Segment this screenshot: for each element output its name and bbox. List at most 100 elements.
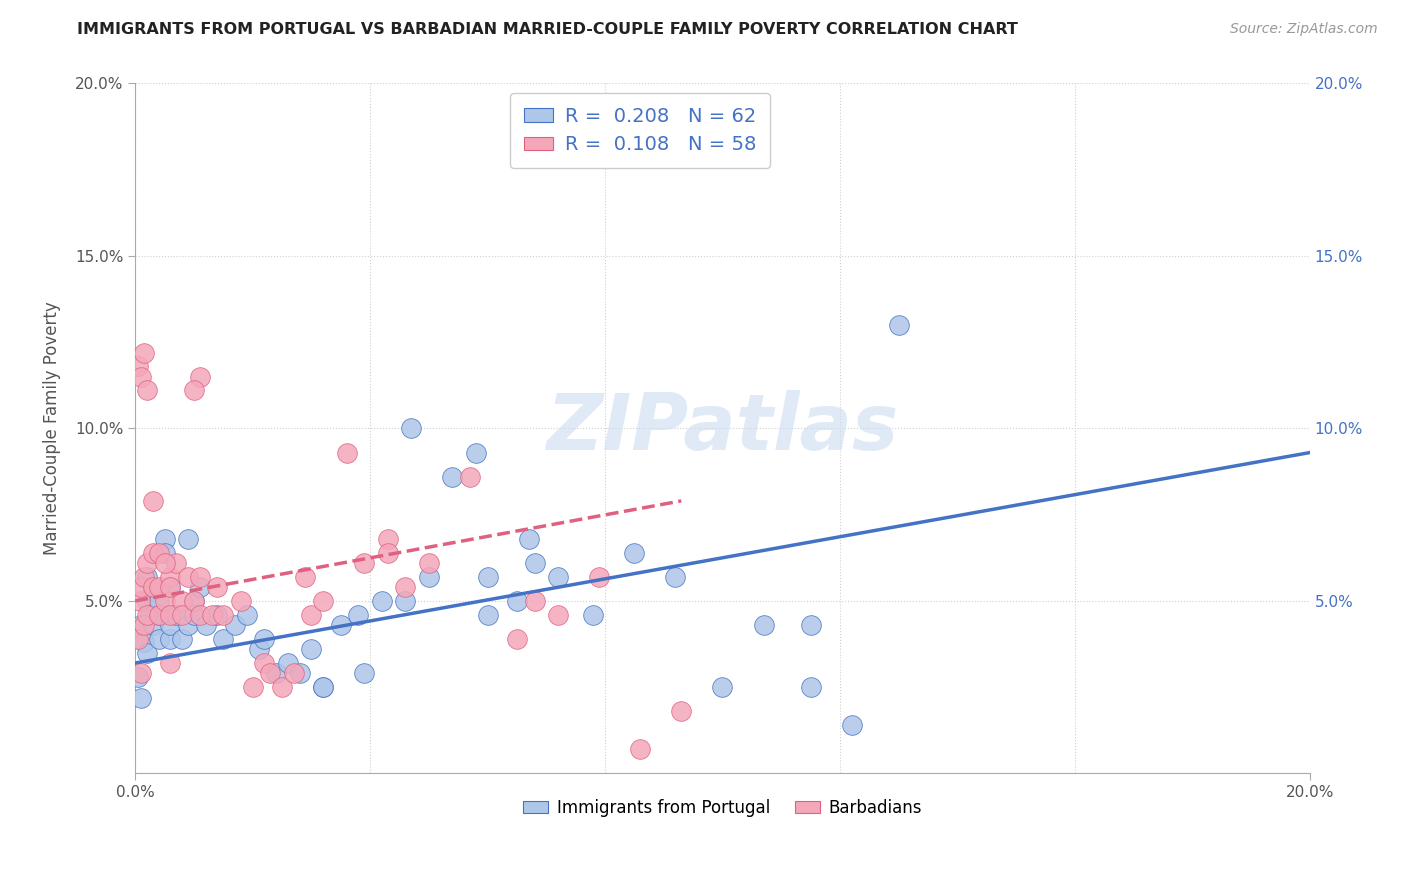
Point	[172, 594, 194, 608]
Point	[418, 556, 440, 570]
Point	[183, 384, 205, 398]
Point	[224, 618, 246, 632]
Text: ZIPatlas: ZIPatlas	[547, 391, 898, 467]
Point	[253, 632, 276, 646]
Point	[142, 580, 165, 594]
Point	[132, 635, 155, 649]
Point	[153, 594, 176, 608]
Point	[159, 570, 181, 584]
Point	[136, 646, 159, 660]
Point	[671, 704, 693, 718]
Point	[377, 546, 399, 560]
Point	[799, 618, 821, 632]
Point	[127, 632, 149, 646]
Point	[159, 607, 181, 622]
Point	[477, 607, 499, 622]
Point	[177, 618, 200, 632]
Point	[183, 594, 205, 608]
Point	[148, 607, 170, 622]
Point	[129, 618, 152, 632]
Point	[136, 607, 159, 622]
Point	[887, 318, 910, 332]
Point	[142, 583, 165, 598]
Point	[139, 607, 162, 622]
Point	[129, 580, 152, 594]
Point	[159, 580, 181, 594]
Point	[165, 556, 187, 570]
Point	[464, 445, 486, 459]
Point	[271, 680, 294, 694]
Point	[136, 570, 159, 584]
Point	[148, 594, 170, 608]
Point	[132, 345, 155, 359]
Point	[148, 546, 170, 560]
Point	[188, 607, 211, 622]
Point	[136, 594, 159, 608]
Point	[136, 556, 159, 570]
Point	[172, 607, 194, 622]
Point	[188, 570, 211, 584]
Point	[236, 607, 259, 622]
Point	[142, 618, 165, 632]
Point	[194, 618, 217, 632]
Point	[329, 618, 352, 632]
Point	[153, 546, 176, 560]
Point	[664, 570, 686, 584]
Point	[207, 607, 229, 622]
Point	[207, 580, 229, 594]
Point	[517, 532, 540, 546]
Point	[477, 570, 499, 584]
Text: Source: ZipAtlas.com: Source: ZipAtlas.com	[1230, 22, 1378, 37]
Point	[299, 642, 322, 657]
Point	[129, 690, 152, 705]
Point	[212, 632, 235, 646]
Point	[588, 570, 610, 584]
Point	[506, 632, 529, 646]
Point	[353, 666, 375, 681]
Point	[371, 594, 394, 608]
Point	[177, 570, 200, 584]
Y-axis label: Married-Couple Family Poverty: Married-Couple Family Poverty	[44, 301, 60, 556]
Point	[129, 666, 152, 681]
Point	[177, 532, 200, 546]
Point	[247, 642, 270, 657]
Point	[132, 618, 155, 632]
Point	[394, 594, 416, 608]
Point	[183, 607, 205, 622]
Point	[623, 546, 645, 560]
Point	[377, 532, 399, 546]
Point	[264, 666, 287, 681]
Point	[523, 556, 546, 570]
Point	[136, 384, 159, 398]
Legend: Immigrants from Portugal, Barbadians: Immigrants from Portugal, Barbadians	[516, 792, 928, 823]
Point	[841, 718, 863, 732]
Point	[153, 556, 176, 570]
Point	[299, 607, 322, 622]
Point	[506, 594, 529, 608]
Point	[132, 570, 155, 584]
Point	[399, 421, 422, 435]
Point	[547, 607, 569, 622]
Point	[148, 580, 170, 594]
Point	[582, 607, 605, 622]
Point	[200, 607, 222, 622]
Point	[312, 680, 335, 694]
Point	[418, 570, 440, 584]
Point	[142, 546, 165, 560]
Point	[127, 359, 149, 374]
Point	[441, 469, 464, 483]
Point	[353, 556, 375, 570]
Point	[288, 666, 311, 681]
Point	[253, 656, 276, 670]
Point	[259, 666, 281, 681]
Point	[458, 469, 481, 483]
Point	[394, 580, 416, 594]
Point	[212, 607, 235, 622]
Point	[188, 580, 211, 594]
Point	[283, 666, 305, 681]
Point	[127, 670, 149, 684]
Point	[242, 680, 264, 694]
Point	[183, 594, 205, 608]
Point	[312, 680, 335, 694]
Point	[752, 618, 775, 632]
